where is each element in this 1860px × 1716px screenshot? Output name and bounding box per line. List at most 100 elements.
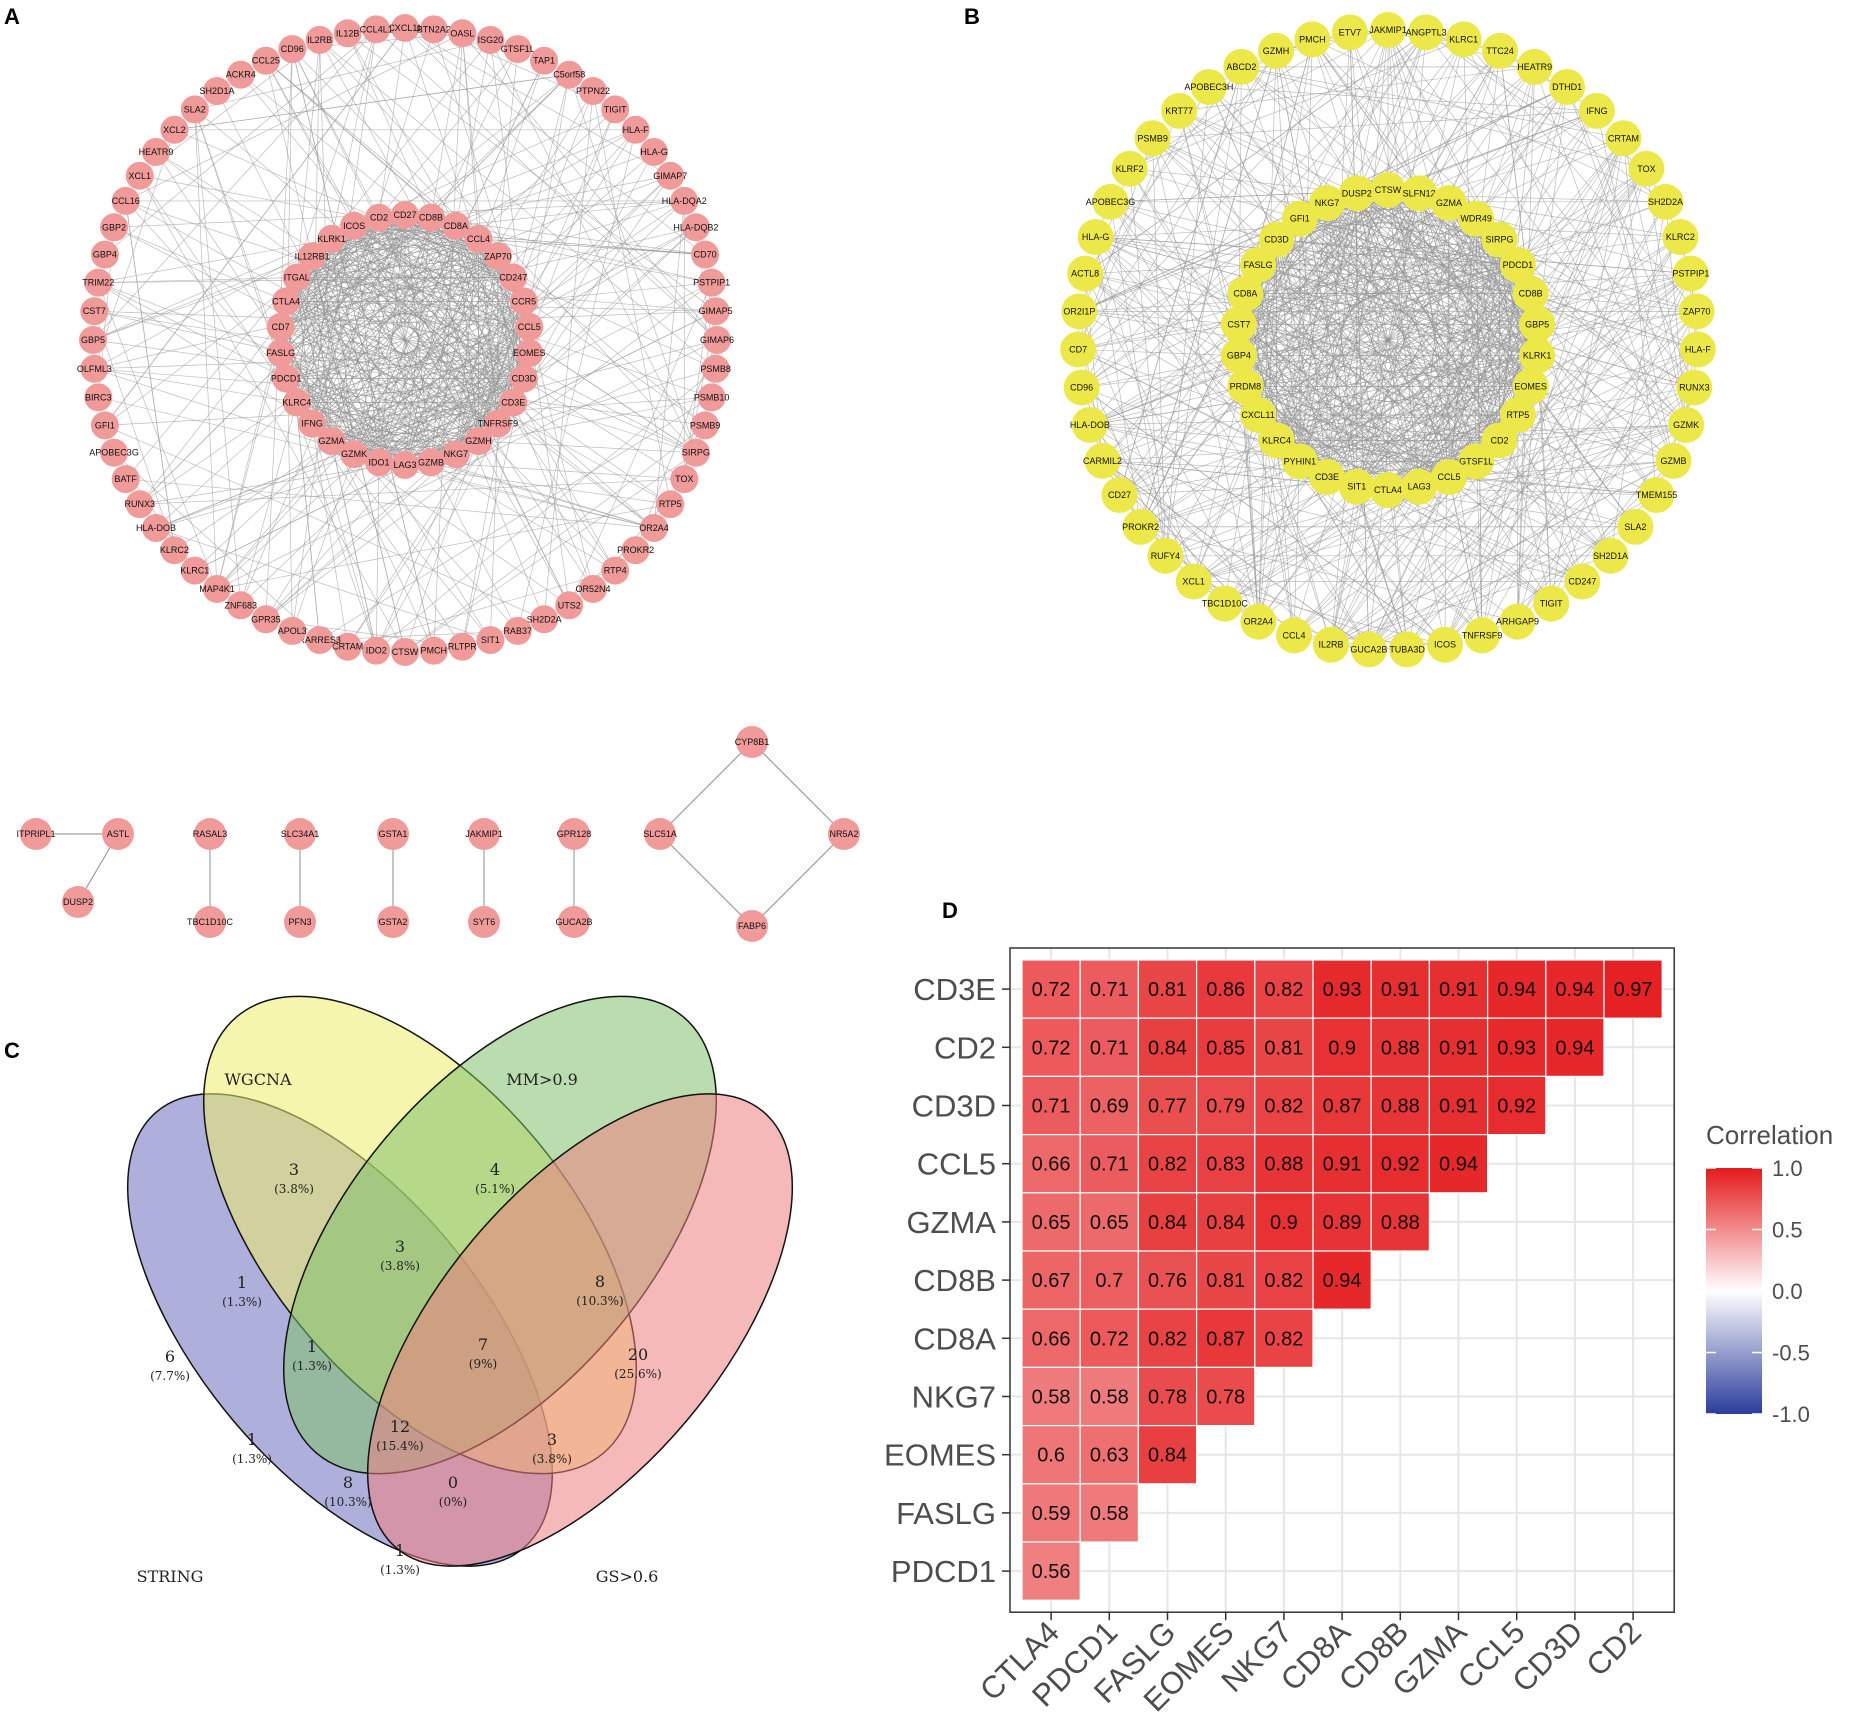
venn-region: 0 (0%) bbox=[439, 1473, 467, 1509]
node-circle bbox=[499, 263, 528, 292]
node-label: ANGPTL3 bbox=[1406, 27, 1447, 37]
heatmap-cell-value: 0.88 bbox=[1381, 1096, 1420, 1118]
node-circle bbox=[362, 15, 391, 44]
network-edge bbox=[1224, 486, 1358, 604]
network-edge bbox=[1356, 193, 1538, 356]
outer-node: GBP2 bbox=[100, 213, 129, 242]
heatmap-cell-value: 0.6 bbox=[1037, 1445, 1065, 1467]
network-edge bbox=[1293, 349, 1699, 636]
node-circle bbox=[1678, 293, 1715, 330]
network-edge bbox=[1330, 486, 1358, 645]
network-edge bbox=[265, 60, 406, 653]
node-label: RAB37 bbox=[503, 626, 532, 636]
node-label: SLA2 bbox=[184, 104, 206, 114]
node-label: LAG3 bbox=[1408, 482, 1431, 492]
venn-label-wgcna: WGCNA bbox=[224, 1070, 291, 1089]
network-edge bbox=[1448, 202, 1552, 604]
node-label: HLA-G bbox=[640, 147, 668, 157]
outer-node: ACTL8 bbox=[1067, 255, 1104, 292]
node-label: ICOS bbox=[1434, 640, 1456, 650]
node-label: RTP5 bbox=[659, 499, 682, 509]
network-edge bbox=[1356, 193, 1583, 582]
heatmap-cell bbox=[1021, 1541, 1081, 1601]
node-label: DTHD1 bbox=[1552, 82, 1582, 92]
outer-node: HEATR9 bbox=[139, 137, 173, 166]
node-label: GFI1 bbox=[95, 420, 115, 430]
node-label: KLRK1 bbox=[1523, 351, 1552, 361]
node-label: IL2RB bbox=[307, 35, 332, 45]
node-label: TBC1D10C bbox=[187, 917, 234, 927]
venn-region: 8 (10.3%) bbox=[576, 1272, 623, 1308]
network-edge bbox=[94, 368, 514, 403]
network-edge bbox=[1079, 273, 1691, 312]
node-label: SIRPG bbox=[1485, 235, 1513, 245]
node-label: HLA-DOB bbox=[1070, 420, 1110, 430]
node-label: SYT6 bbox=[473, 917, 496, 927]
inner-node: CD8B bbox=[416, 203, 445, 232]
network-edge bbox=[216, 503, 671, 590]
network-edge bbox=[331, 29, 377, 239]
outer-node: BIRC3 bbox=[84, 383, 113, 412]
network-edge bbox=[1095, 236, 1370, 650]
node-label: PSTPIP1 bbox=[1672, 269, 1709, 279]
node-label: NR5A2 bbox=[829, 829, 858, 839]
node-circle bbox=[202, 574, 231, 603]
node-circle bbox=[1227, 275, 1264, 312]
inner-node: CD2 bbox=[365, 203, 394, 232]
venn-region-count: 3 bbox=[289, 1160, 299, 1179]
node-circle bbox=[1628, 150, 1665, 187]
network-edge bbox=[319, 397, 712, 641]
venn-region-percent: (3.8%) bbox=[380, 1259, 420, 1273]
node-label: HLA-G bbox=[1082, 232, 1110, 242]
heatmap-row-label: FASLG bbox=[896, 1496, 996, 1531]
network-edge bbox=[296, 277, 355, 455]
network-edge bbox=[1238, 355, 1674, 462]
node-label: SIRPG bbox=[682, 448, 710, 458]
heatmap-cell-value: 0.79 bbox=[1206, 1096, 1245, 1118]
network-edge bbox=[1463, 39, 1674, 461]
legend-tick-label: -0.5 bbox=[1772, 1341, 1810, 1366]
network-edge bbox=[1102, 460, 1332, 645]
heatmap-cell-value: 0.92 bbox=[1497, 1096, 1536, 1118]
node-circle bbox=[621, 536, 650, 565]
network-edge bbox=[1140, 311, 1697, 528]
network-edge bbox=[312, 423, 655, 529]
node-label: CD247 bbox=[499, 273, 527, 283]
node-circle bbox=[697, 383, 726, 412]
network-edge bbox=[331, 238, 655, 529]
venn-region-count: 8 bbox=[595, 1272, 605, 1291]
network-edge bbox=[265, 282, 712, 620]
node-label: KLRC1 bbox=[1449, 34, 1478, 44]
heatmap-cell-value: 0.58 bbox=[1090, 1503, 1129, 1525]
network-edge bbox=[265, 453, 457, 620]
network-edge bbox=[1152, 138, 1611, 557]
node-circle bbox=[468, 906, 500, 938]
network-edge bbox=[1110, 201, 1370, 650]
network-edge bbox=[1387, 29, 1500, 441]
network-edge bbox=[285, 301, 479, 442]
outer-node: ICOS bbox=[1426, 626, 1463, 663]
heatmap-cell-value: 0.93 bbox=[1323, 979, 1362, 1001]
heatmap-cell bbox=[1021, 1075, 1081, 1136]
node-circle bbox=[530, 46, 559, 75]
network-edge bbox=[1299, 202, 1328, 462]
network-edge bbox=[462, 33, 718, 341]
node-circle bbox=[509, 287, 538, 316]
node-circle bbox=[656, 161, 685, 190]
network-edge bbox=[1517, 311, 1697, 622]
network-edge bbox=[1102, 239, 1500, 462]
outer-node: CARMIL2 bbox=[1083, 442, 1122, 479]
network-edge bbox=[433, 33, 463, 651]
node-circle bbox=[1481, 32, 1518, 69]
node-circle bbox=[558, 906, 590, 938]
outer-node: ACKR4 bbox=[226, 60, 256, 89]
network-edge bbox=[1241, 66, 1624, 139]
outer-node: ZAP70 bbox=[1678, 293, 1715, 330]
heatmap-cell-value: 0.78 bbox=[1148, 1387, 1187, 1409]
heatmap-cell-value: 0.84 bbox=[1206, 1212, 1245, 1234]
inner-node: SLFN12 bbox=[1401, 175, 1438, 212]
node-label: GZMB bbox=[418, 457, 444, 467]
heatmap-row-label: CD3E bbox=[913, 972, 996, 1007]
network-edge bbox=[155, 378, 525, 529]
outer-node: HLA-DOB bbox=[136, 514, 176, 543]
